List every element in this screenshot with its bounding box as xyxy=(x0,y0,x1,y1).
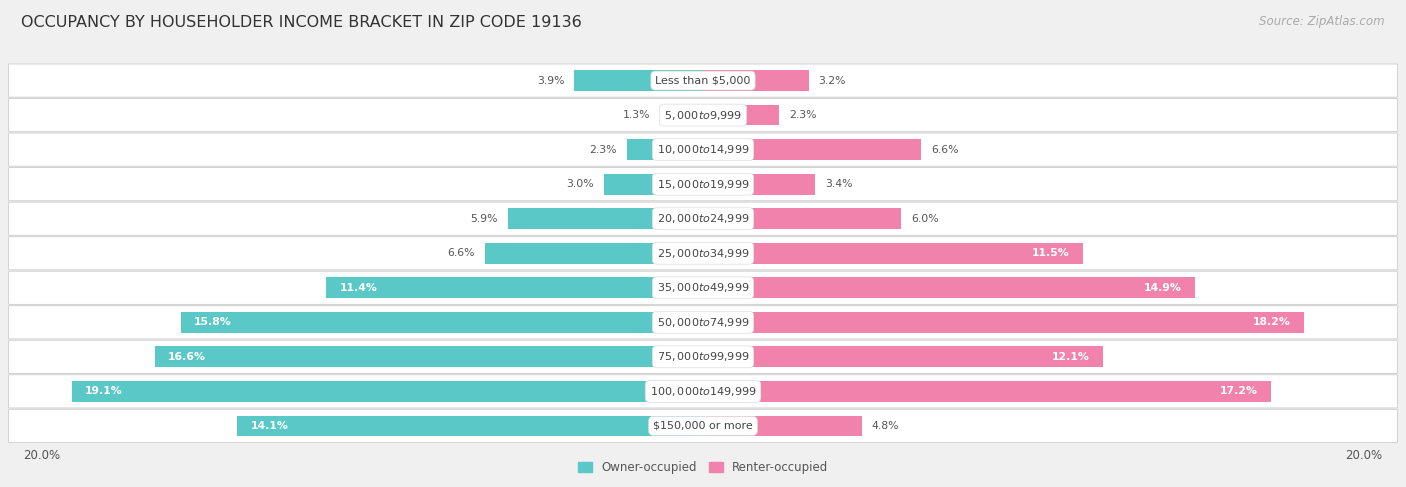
Bar xyxy=(703,415,862,436)
Text: 3.9%: 3.9% xyxy=(537,75,564,86)
Bar xyxy=(155,346,703,367)
Text: 19.1%: 19.1% xyxy=(86,386,122,396)
FancyBboxPatch shape xyxy=(8,202,1398,235)
Text: 6.6%: 6.6% xyxy=(931,145,959,155)
Text: 15.8%: 15.8% xyxy=(194,318,232,327)
Text: 18.2%: 18.2% xyxy=(1253,318,1291,327)
Text: $50,000 to $74,999: $50,000 to $74,999 xyxy=(657,316,749,329)
Text: 5.9%: 5.9% xyxy=(471,214,498,224)
FancyBboxPatch shape xyxy=(8,271,1398,304)
FancyBboxPatch shape xyxy=(8,133,1398,166)
FancyBboxPatch shape xyxy=(8,168,1398,201)
Bar xyxy=(605,174,703,194)
Bar xyxy=(703,243,1083,263)
Bar xyxy=(703,381,1271,402)
Text: $150,000 or more: $150,000 or more xyxy=(654,421,752,431)
Text: 3.2%: 3.2% xyxy=(818,75,846,86)
Bar xyxy=(703,312,1305,333)
Text: 4.8%: 4.8% xyxy=(872,421,898,431)
FancyBboxPatch shape xyxy=(8,375,1398,408)
FancyBboxPatch shape xyxy=(8,410,1398,443)
Text: $75,000 to $99,999: $75,000 to $99,999 xyxy=(657,350,749,363)
Text: 12.1%: 12.1% xyxy=(1052,352,1090,362)
FancyBboxPatch shape xyxy=(8,98,1398,131)
Bar xyxy=(627,139,703,160)
Bar xyxy=(703,105,779,126)
Text: $100,000 to $149,999: $100,000 to $149,999 xyxy=(650,385,756,398)
Bar xyxy=(703,346,1102,367)
Text: Source: ZipAtlas.com: Source: ZipAtlas.com xyxy=(1260,15,1385,28)
Text: 14.9%: 14.9% xyxy=(1144,283,1182,293)
Text: 11.4%: 11.4% xyxy=(339,283,377,293)
Bar xyxy=(508,208,703,229)
Text: OCCUPANCY BY HOUSEHOLDER INCOME BRACKET IN ZIP CODE 19136: OCCUPANCY BY HOUSEHOLDER INCOME BRACKET … xyxy=(21,15,582,30)
Text: 3.0%: 3.0% xyxy=(567,179,593,189)
Bar xyxy=(703,139,921,160)
Bar xyxy=(574,70,703,91)
Text: $15,000 to $19,999: $15,000 to $19,999 xyxy=(657,178,749,191)
Bar xyxy=(485,243,703,263)
Text: 14.1%: 14.1% xyxy=(250,421,288,431)
Text: 17.2%: 17.2% xyxy=(1220,386,1258,396)
Text: 2.3%: 2.3% xyxy=(789,110,817,120)
Text: $10,000 to $14,999: $10,000 to $14,999 xyxy=(657,143,749,156)
Text: Less than $5,000: Less than $5,000 xyxy=(655,75,751,86)
Text: 3.4%: 3.4% xyxy=(825,179,853,189)
Text: 6.0%: 6.0% xyxy=(911,214,939,224)
Text: $5,000 to $9,999: $5,000 to $9,999 xyxy=(664,109,742,122)
FancyBboxPatch shape xyxy=(8,237,1398,270)
Bar xyxy=(181,312,703,333)
Text: $25,000 to $34,999: $25,000 to $34,999 xyxy=(657,247,749,260)
Text: 16.6%: 16.6% xyxy=(167,352,205,362)
Bar xyxy=(703,174,815,194)
Bar xyxy=(659,105,703,126)
Bar xyxy=(326,278,703,298)
Text: 1.3%: 1.3% xyxy=(623,110,650,120)
Text: 2.3%: 2.3% xyxy=(589,145,617,155)
Bar xyxy=(703,70,808,91)
Text: $20,000 to $24,999: $20,000 to $24,999 xyxy=(657,212,749,225)
FancyBboxPatch shape xyxy=(8,64,1398,97)
Text: 6.6%: 6.6% xyxy=(447,248,475,258)
Bar xyxy=(72,381,703,402)
Bar xyxy=(238,415,703,436)
Text: $35,000 to $49,999: $35,000 to $49,999 xyxy=(657,281,749,294)
Legend: Owner-occupied, Renter-occupied: Owner-occupied, Renter-occupied xyxy=(572,457,834,479)
Bar xyxy=(703,278,1195,298)
Text: 11.5%: 11.5% xyxy=(1032,248,1070,258)
FancyBboxPatch shape xyxy=(8,340,1398,374)
Bar xyxy=(703,208,901,229)
FancyBboxPatch shape xyxy=(8,306,1398,339)
